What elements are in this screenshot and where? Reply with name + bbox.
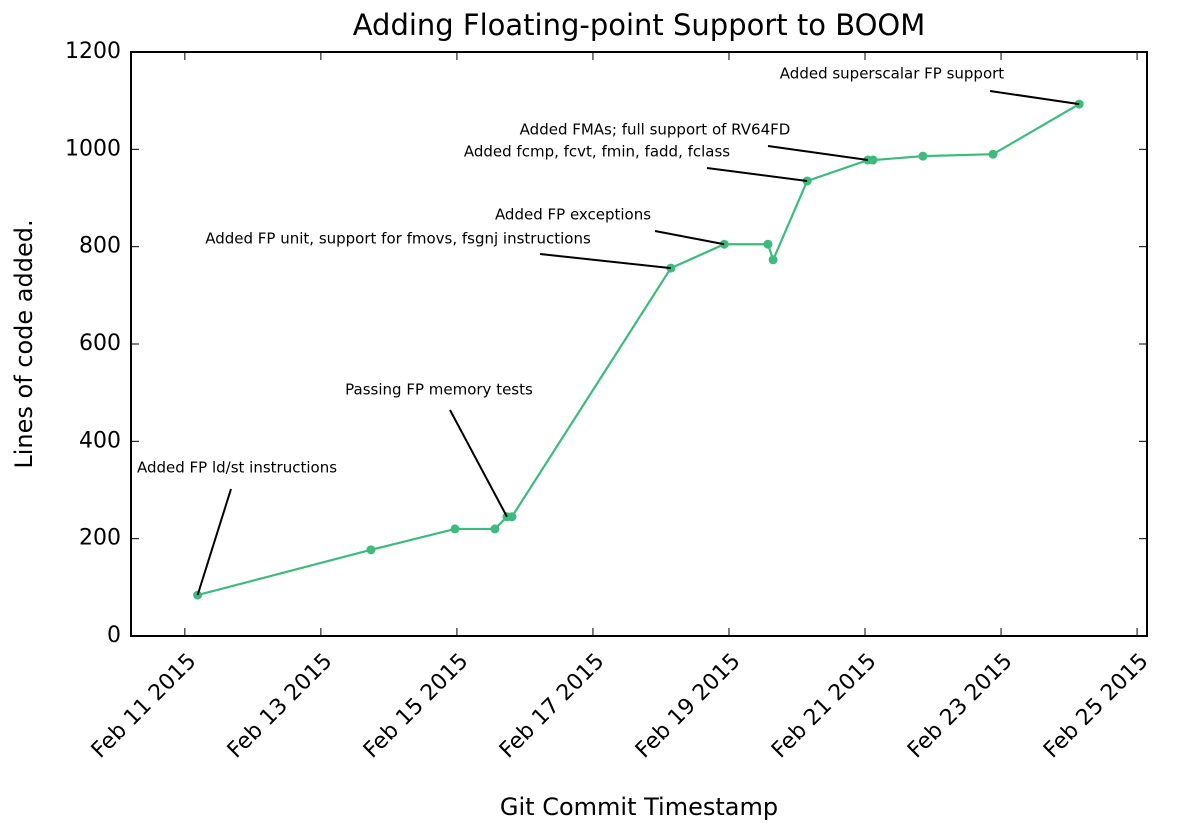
data-point: [507, 512, 517, 522]
annotation-arrow: [767, 145, 868, 162]
y-axis-label: Lines of code added.: [10, 219, 38, 468]
y-tick-label: 0: [107, 623, 121, 648]
data-point: [366, 545, 376, 555]
annotation: Added FP ld/st instructions: [137, 459, 337, 477]
annotation-arrow: [539, 253, 671, 270]
data-point: [918, 151, 928, 161]
x-tick-label: Feb 11 2015: [87, 649, 201, 763]
data-point: [490, 524, 500, 534]
annotation: Added superscalar FP support: [780, 65, 1004, 83]
plot-frame: [130, 51, 1148, 637]
x-tick-label: Feb 19 2015: [631, 649, 745, 763]
y-tick-label: 600: [79, 331, 121, 356]
annotation-arrow: [654, 230, 725, 246]
annotation-arrow: [706, 167, 808, 182]
x-tick-label: Feb 13 2015: [223, 649, 337, 763]
data-point: [988, 149, 998, 159]
y-tick-label: 1000: [65, 136, 121, 161]
annotation-arrow: [449, 409, 508, 518]
chart-title: Adding Floating-point Support to BOOM: [353, 8, 926, 42]
x-tick-label: Feb 17 2015: [495, 649, 609, 763]
y-tick-label: 400: [79, 428, 121, 453]
annotation-arrow: [989, 90, 1080, 106]
x-tick-label: Feb 21 2015: [767, 649, 881, 763]
y-tick-label: 200: [79, 526, 121, 551]
annotation-arrow: [196, 488, 232, 596]
x-tick-label: Feb 25 2015: [1039, 649, 1153, 763]
data-point: [763, 239, 773, 249]
data-point: [868, 155, 878, 165]
x-tick-label: Feb 15 2015: [359, 649, 473, 763]
y-tick-label: 800: [79, 234, 121, 259]
x-axis-label: Git Commit Timestamp: [500, 793, 778, 821]
series-line: [197, 103, 1080, 597]
annotation: Added fcmp, fcvt, fmin, fadd, fclass: [464, 143, 730, 161]
y-tick-label: 1200: [65, 39, 121, 64]
annotation: Added FMAs; full support of RV64FD: [520, 121, 791, 139]
data-point: [768, 255, 778, 265]
x-tick-label: Feb 23 2015: [903, 649, 1017, 763]
annotation: Added FP exceptions: [495, 206, 651, 224]
annotation: Passing FP memory tests: [345, 381, 533, 399]
data-point: [450, 524, 460, 534]
annotation: Added FP unit, support for fmovs, fsgnj …: [205, 230, 591, 248]
